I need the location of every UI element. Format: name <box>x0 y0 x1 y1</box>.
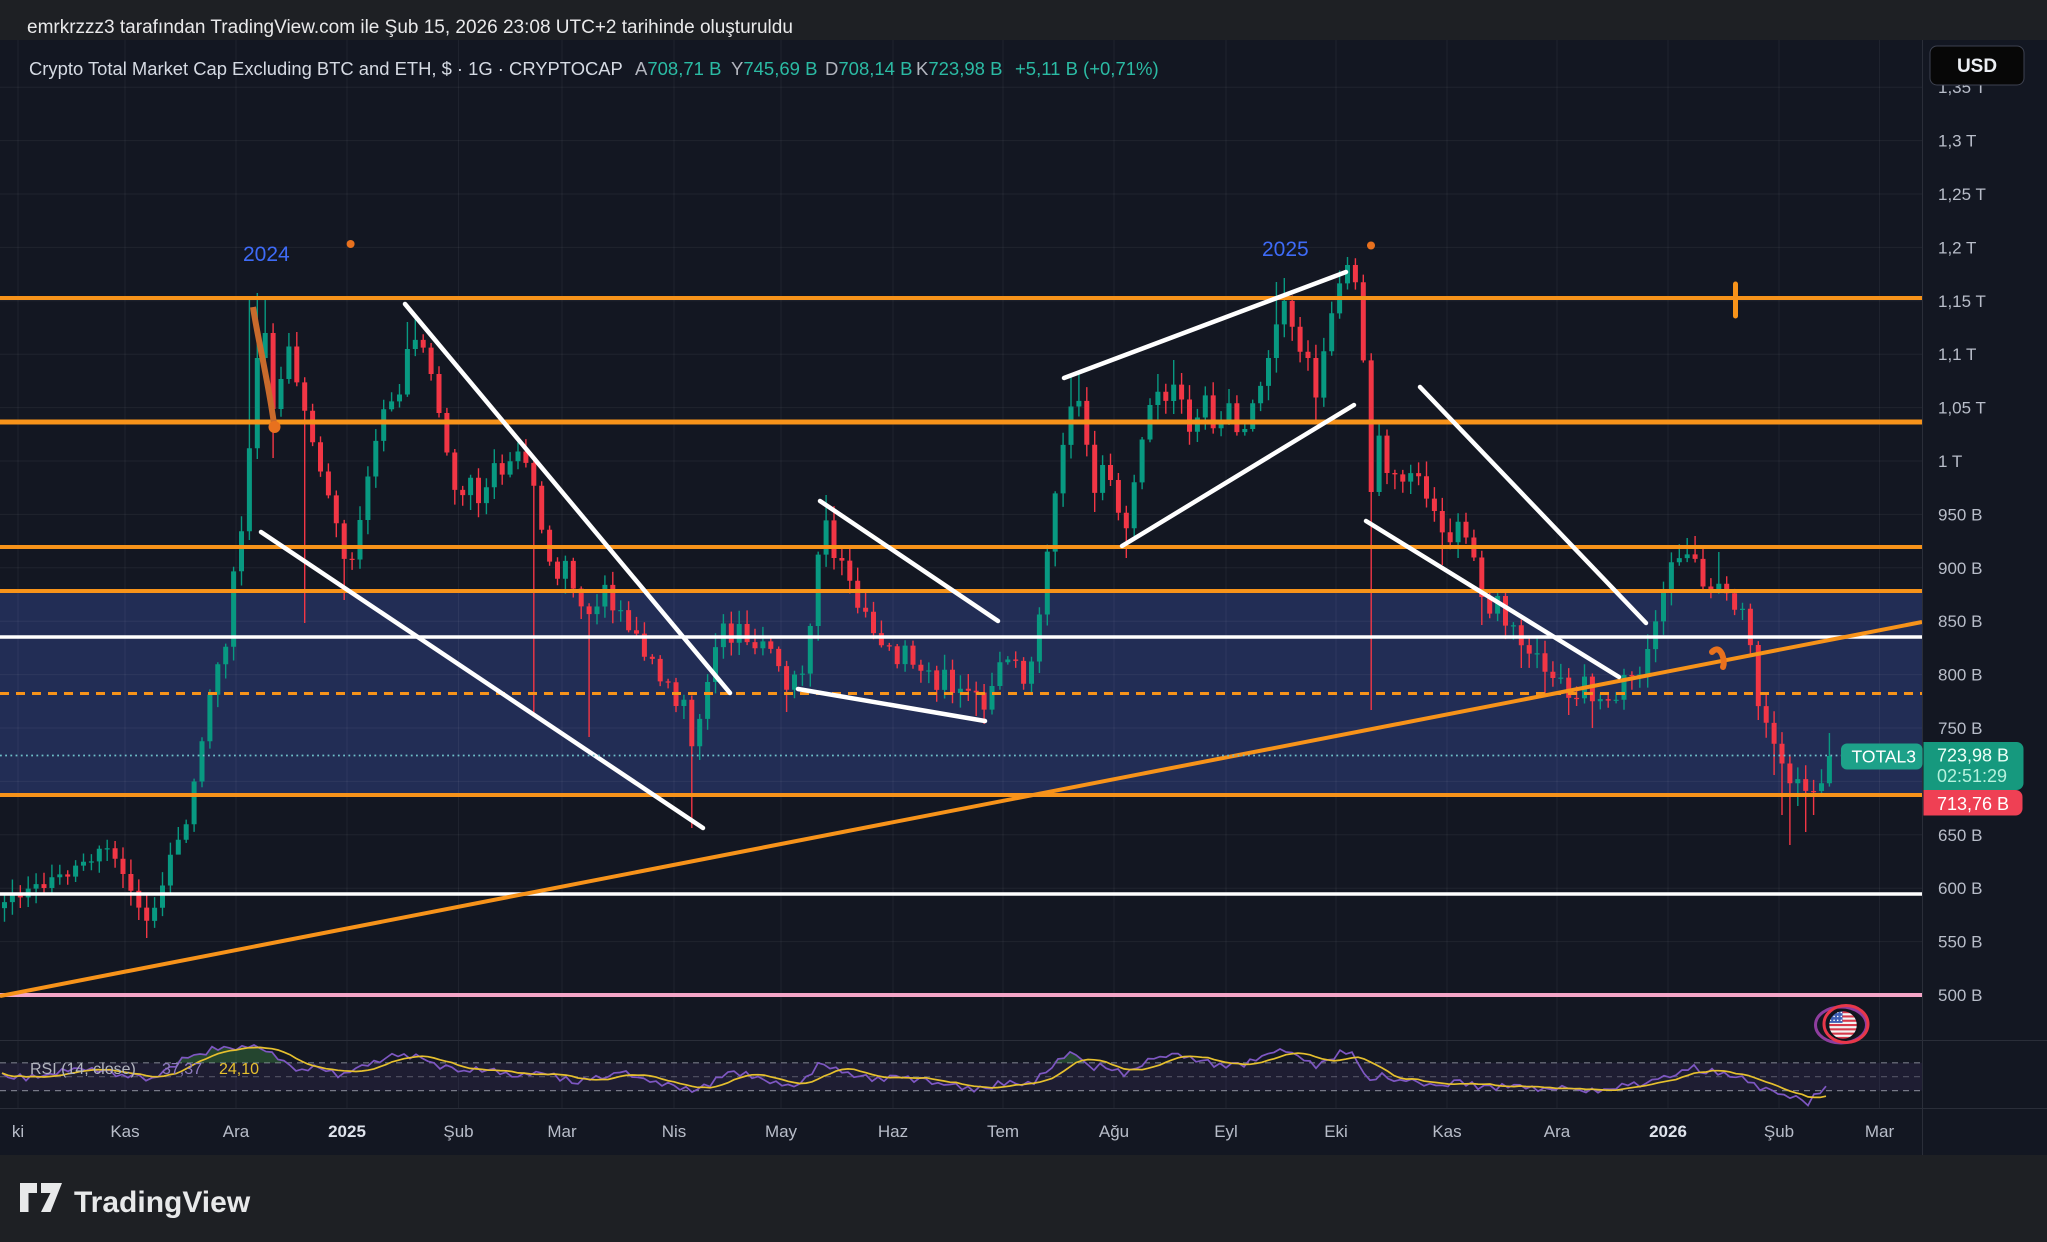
svg-text:Şub: Şub <box>1764 1122 1794 1141</box>
svg-text:1,25 T: 1,25 T <box>1938 185 1986 204</box>
svg-text:Kas: Kas <box>1432 1122 1461 1141</box>
svg-text:Ara: Ara <box>223 1122 250 1141</box>
svg-text:24,10: 24,10 <box>219 1061 259 1078</box>
svg-text:USD: USD <box>1957 56 1997 77</box>
svg-text:Y745,69 B: Y745,69 B <box>731 58 817 79</box>
svg-text:500 B: 500 B <box>1938 986 1982 1005</box>
svg-text:Crypto Total Market Cap Exclud: Crypto Total Market Cap Excluding BTC an… <box>29 58 623 79</box>
svg-text:1,1 T: 1,1 T <box>1938 345 1976 364</box>
svg-text:550 B: 550 B <box>1938 933 1982 952</box>
svg-text:650 B: 650 B <box>1938 826 1982 845</box>
svg-text:1,3 T: 1,3 T <box>1938 132 1976 151</box>
svg-text:A708,71 B: A708,71 B <box>635 58 721 79</box>
svg-text:Eki: Eki <box>1324 1122 1348 1141</box>
svg-text:2024: 2024 <box>243 243 290 266</box>
svg-text:1,2 T: 1,2 T <box>1938 238 1976 257</box>
svg-text:Eyl: Eyl <box>1214 1122 1238 1141</box>
svg-text:900 B: 900 B <box>1938 559 1982 578</box>
svg-text:TOTAL3: TOTAL3 <box>1852 747 1917 767</box>
svg-text:800 B: 800 B <box>1938 666 1982 685</box>
svg-text:Mar: Mar <box>547 1122 577 1141</box>
svg-text:713,76 B: 713,76 B <box>1937 794 2009 814</box>
svg-text:ki: ki <box>12 1122 24 1141</box>
svg-text:950 B: 950 B <box>1938 505 1982 524</box>
svg-text:RSI (14, close): RSI (14, close) <box>30 1061 136 1078</box>
svg-text:K723,98 B: K723,98 B <box>916 58 1002 79</box>
svg-text:Nis: Nis <box>662 1122 687 1141</box>
svg-text:Ara: Ara <box>1544 1122 1571 1141</box>
svg-text:02:51:29: 02:51:29 <box>1937 766 2007 786</box>
svg-text:2025: 2025 <box>1262 238 1309 261</box>
svg-text:Şub: Şub <box>443 1122 473 1141</box>
svg-text:723,98 B: 723,98 B <box>1937 746 2009 766</box>
svg-text:May: May <box>765 1122 798 1141</box>
svg-text:2026: 2026 <box>1649 1122 1687 1141</box>
svg-text:850 B: 850 B <box>1938 612 1982 631</box>
svg-text:2025: 2025 <box>328 1122 366 1141</box>
svg-text:1 T: 1 T <box>1938 452 1962 471</box>
svg-text:750 B: 750 B <box>1938 719 1982 738</box>
svg-text:+5,11 B (+0,71%): +5,11 B (+0,71%) <box>1015 58 1159 79</box>
svg-text:Ağu: Ağu <box>1099 1122 1129 1141</box>
svg-text:1,15 T: 1,15 T <box>1938 292 1986 311</box>
svg-text:Kas: Kas <box>110 1122 139 1141</box>
svg-text:Mar: Mar <box>1865 1122 1895 1141</box>
svg-text:TradingView: TradingView <box>74 1186 251 1219</box>
svg-text:37,37: 37,37 <box>162 1061 202 1078</box>
svg-text:Haz: Haz <box>878 1122 908 1141</box>
svg-text:Tem: Tem <box>987 1122 1019 1141</box>
svg-text:emrkrzzz3 tarafından TradingVi: emrkrzzz3 tarafından TradingView.com ile… <box>27 17 793 38</box>
svg-text:600 B: 600 B <box>1938 879 1982 898</box>
svg-text:D708,14 B: D708,14 B <box>825 58 912 79</box>
svg-text:1,05 T: 1,05 T <box>1938 399 1986 418</box>
